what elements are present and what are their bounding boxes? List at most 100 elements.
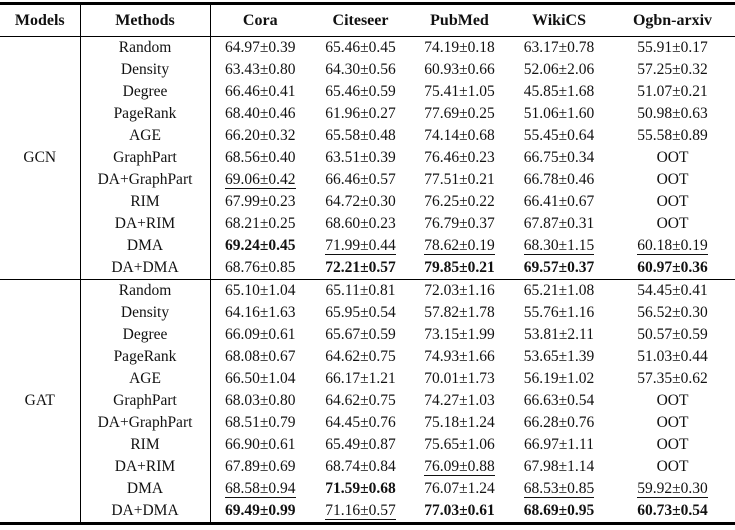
value-cell: 64.62±0.75 [310, 390, 411, 412]
value-cell: 66.78±0.46 [508, 169, 610, 191]
table-row: DMA 69.24±0.45 71.99±0.44 78.62±0.19 68.30±1… [0, 235, 735, 257]
table-row: GCN Random 64.97±0.39 65.46±0.45 74.19±0.18 6… [0, 36, 735, 280]
value-text: OOT [656, 215, 689, 232]
value-text: 45.85±1.68 [523, 83, 595, 100]
value-text: 68.58±0.94 [224, 480, 296, 498]
value-text: 77.69±0.25 [424, 105, 495, 122]
value-cell: 69.49±0.99 [210, 500, 310, 524]
table-row: Degree 66.09±0.61 65.67±0.59 73.15±1.99 53.8… [0, 324, 735, 346]
column-header-models: Models [0, 3, 81, 37]
value-text: 66.46±0.41 [224, 83, 296, 100]
value-text: 64.45±0.76 [325, 414, 396, 431]
value-cell: 57.82±1.78 [411, 302, 508, 324]
value-text: 70.01±1.73 [424, 370, 495, 387]
value-cell: 66.46±0.41 [210, 81, 310, 103]
value-text: 66.28±0.76 [523, 414, 595, 431]
value-text: 75.65±1.06 [424, 436, 495, 453]
value-text: 67.89±0.69 [224, 458, 296, 475]
table-row: DA+DMA 68.76±0.85 72.21±0.57 79.85±0.21 69.5… [0, 257, 735, 280]
value-cell: 63.43±0.80 [210, 59, 310, 81]
value-text: 66.78±0.46 [523, 171, 595, 188]
value-cell: 74.14±0.68 [411, 125, 508, 147]
value-text: OOT [656, 436, 689, 453]
table-row: DA+RIM 67.89±0.69 68.74±0.84 76.09±0.88 67.9… [0, 456, 735, 478]
value-text: 50.57±0.59 [637, 326, 708, 343]
value-text: 67.87±0.31 [523, 215, 595, 232]
value-cell: 67.98±1.14 [508, 456, 610, 478]
value-text: 69.49±0.99 [224, 502, 296, 519]
value-text: 50.98±0.63 [637, 105, 708, 122]
value-text: 65.58±0.48 [325, 127, 396, 144]
value-cell: 71.16±0.57 [310, 500, 411, 524]
table-row: PageRank 68.08±0.67 64.62±0.75 74.93±1.66 53… [0, 346, 735, 368]
table-row: Degree 66.46±0.41 65.46±0.59 75.41±1.05 45.8… [0, 81, 735, 103]
value-text: 66.50±1.04 [224, 370, 296, 387]
value-cell: 65.58±0.48 [310, 125, 411, 147]
value-text: 75.18±1.24 [424, 414, 495, 431]
value-text: 74.27±1.03 [424, 392, 495, 409]
value-text: 65.46±0.59 [325, 83, 396, 100]
value-cell: 66.63±0.54 [508, 390, 610, 412]
value-text: 66.90±0.61 [224, 436, 296, 453]
value-cell: 66.28±0.76 [508, 412, 610, 434]
value-cell: 55.45±0.64 [508, 125, 610, 147]
value-text: 60.73±0.54 [637, 502, 708, 519]
method-cell: DA+RIM [80, 213, 211, 235]
value-cell: 60.73±0.54 [610, 500, 735, 524]
table-row: DA+GraphPart 68.51±0.79 64.45±0.76 75.18±1.… [0, 412, 735, 434]
value-text: 66.97±1.11 [524, 436, 594, 453]
value-text: 75.41±1.05 [424, 83, 495, 100]
value-cell: 77.03±0.61 [411, 500, 508, 524]
value-cell: 45.85±1.68 [508, 81, 610, 103]
value-text: 64.16±1.63 [224, 304, 296, 321]
model-cell: GCN [0, 36, 81, 280]
value-cell: 72.03±1.16 [411, 279, 508, 302]
column-header-pubmed: PubMed [411, 3, 508, 37]
value-text: 54.45±0.41 [637, 282, 708, 299]
value-cell: 55.58±0.89 [610, 125, 735, 147]
value-cell: 60.18±0.19 [610, 235, 735, 257]
value-cell: 66.50±1.04 [210, 368, 310, 390]
value-text: 71.99±0.44 [325, 237, 396, 255]
value-cell: 60.97±0.36 [610, 257, 735, 280]
value-text: 55.76±1.16 [523, 304, 595, 321]
value-cell: 67.99±0.23 [210, 191, 310, 213]
value-text: 65.67±0.59 [325, 326, 396, 343]
value-cell: 53.65±1.39 [508, 346, 610, 368]
value-text: 72.21±0.57 [325, 259, 396, 276]
method-cell: PageRank [80, 103, 211, 125]
value-cell: 52.06±2.06 [508, 59, 610, 81]
value-cell: 64.16±1.63 [210, 302, 310, 324]
value-text: 72.03±1.16 [424, 282, 495, 299]
value-cell: 69.57±0.37 [508, 257, 610, 280]
value-text: 51.06±1.60 [523, 105, 595, 122]
value-cell: 65.46±0.45 [310, 37, 411, 60]
value-cell: OOT [610, 191, 735, 213]
value-text: 67.99±0.23 [224, 193, 296, 210]
value-text: 63.43±0.80 [224, 61, 296, 78]
value-text: 63.17±0.78 [523, 39, 595, 56]
value-cell: 61.96±0.27 [310, 103, 411, 125]
value-text: 55.91±0.17 [637, 39, 708, 56]
value-text: 71.59±0.68 [325, 480, 396, 497]
value-text: 68.56±0.40 [224, 149, 296, 166]
value-cell: 77.69±0.25 [411, 103, 508, 125]
value-cell: 69.06±0.42 [210, 169, 310, 191]
value-text: 57.25±0.32 [637, 61, 708, 78]
value-text: 56.19±1.02 [523, 370, 595, 387]
value-cell: 72.21±0.57 [310, 257, 411, 280]
value-text: 68.60±0.23 [325, 215, 396, 232]
value-cell: 66.90±0.61 [210, 434, 310, 456]
value-text: 78.62±0.19 [424, 237, 495, 255]
value-text: 68.30±1.15 [523, 237, 595, 255]
value-cell: 55.76±1.16 [508, 302, 610, 324]
value-text: 74.19±0.18 [424, 39, 495, 56]
value-cell: 68.53±0.85 [508, 478, 610, 500]
value-text: 60.93±0.66 [424, 61, 495, 78]
column-header-wikics: WikiCS [508, 3, 610, 37]
method-cell: DMA [80, 235, 211, 257]
method-cell: Density [80, 59, 211, 81]
value-cell: 56.19±1.02 [508, 368, 610, 390]
